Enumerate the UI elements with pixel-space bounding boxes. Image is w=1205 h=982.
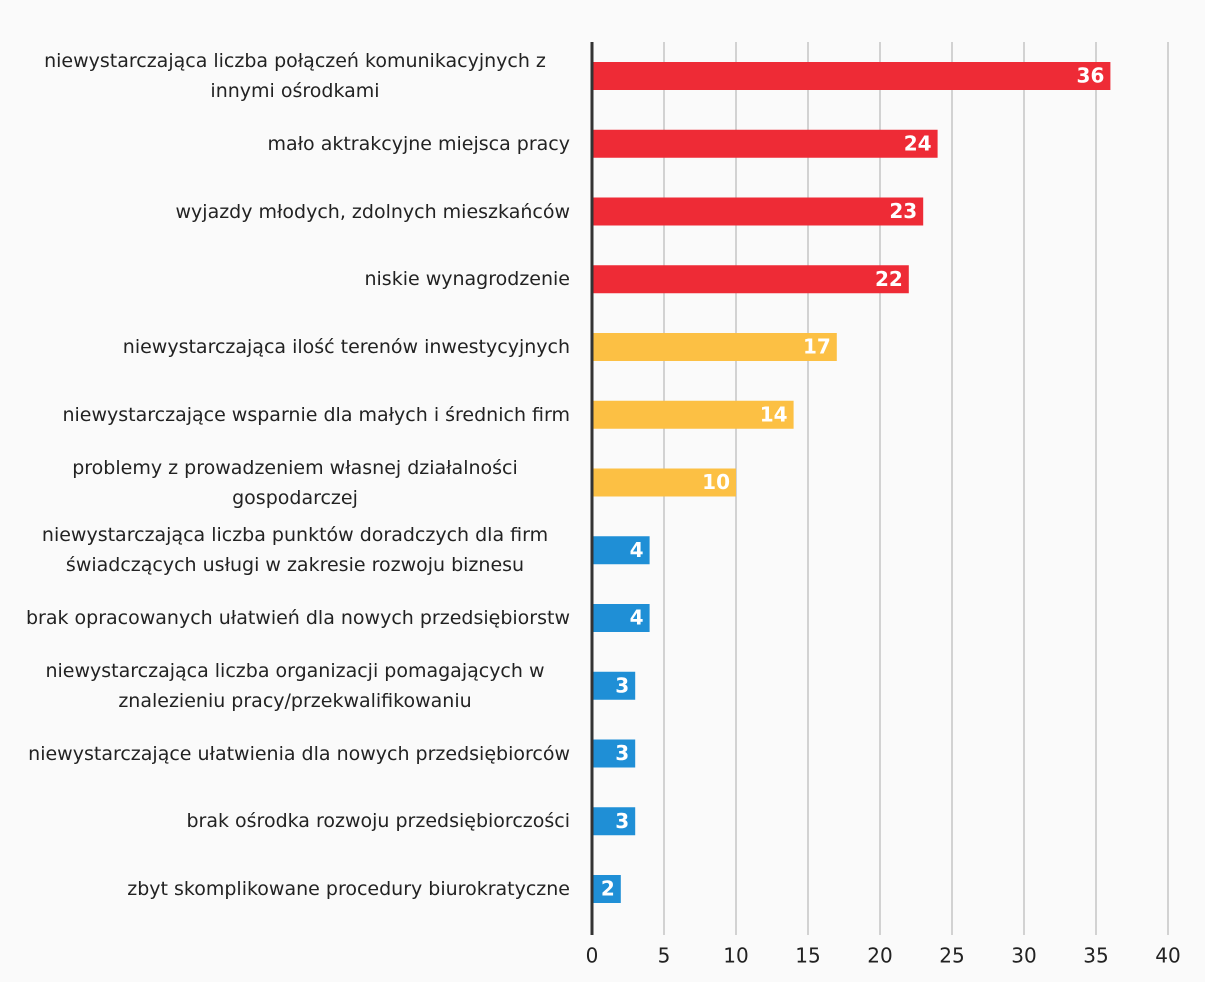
category-label-box: niewystarczająca liczba połączeń komunik… [20,43,570,109]
value-label: 2 [601,877,615,901]
value-label: 3 [615,809,629,833]
category-label: niewystarczająca liczba organizacji poma… [45,659,545,712]
value-label: 23 [889,199,917,223]
x-tick-label: 25 [939,944,964,968]
category-label-box: niewystarczające wsparnie dla małych i ś… [20,382,570,448]
bar [592,62,1111,90]
category-label: wyjazdy młodych, zdolnych mieszkańców [175,200,571,223]
value-label: 14 [760,402,788,426]
x-tick-label: 15 [795,944,820,968]
bar [592,265,909,294]
category-label: niskie wynagrodzenie [364,268,570,291]
x-tick-label: 5 [658,944,671,968]
x-tick-label: 40 [1155,944,1180,968]
value-label: 10 [702,470,730,494]
category-label-box: mało aktrakcyjne miejsca pracy [20,111,571,177]
category-label-box: wyjazdy młodych, zdolnych mieszkańców [20,179,571,245]
value-label: 4 [630,538,644,562]
category-label-box: niewystarczająca liczba punktów doradczy… [20,517,570,583]
bar [592,197,924,226]
category-label: niewystarczające ułatwienia dla nowych p… [28,742,570,765]
x-tick-label: 10 [723,944,748,968]
bar [592,400,794,429]
bar [592,129,938,158]
category-label: mało aktrakcyjne miejsca pracy [267,132,571,155]
x-tick-label: 0 [586,944,599,968]
category-label-box: brak ośrodka rozwoju przedsiębiorczości [20,788,570,854]
category-label-box: niskie wynagrodzenie [20,246,570,312]
bar [592,739,636,768]
x-tick-label: 20 [867,944,892,968]
x-tick-label: 30 [1011,944,1036,968]
value-label: 3 [615,673,629,697]
bar [592,536,650,565]
bar [592,468,736,497]
value-label: 22 [875,267,903,291]
bar [592,807,636,836]
value-label: 24 [904,131,932,155]
bar [592,604,650,632]
x-tick-label: 35 [1083,944,1108,968]
category-label-box: zbyt skomplikowane procedury biurokratyc… [20,856,570,922]
category-label: niewystarczająca liczba punktów doradczy… [41,524,549,577]
category-label: niewystarczająca ilość terenów inwestycy… [122,336,570,358]
value-label: 3 [615,741,629,765]
category-label: niewystarczające wsparnie dla małych i ś… [62,403,570,426]
category-label: brak ośrodka rozwoju przedsiębiorczości [186,810,570,833]
category-label-box: problemy z prowadzeniem własnej działaln… [20,450,570,516]
category-label: niewystarczająca liczba połączeń komunik… [44,50,546,102]
category-label-box: niewystarczająca liczba organizacji poma… [20,653,570,719]
category-label: zbyt skomplikowane procedury biurokratyc… [127,878,570,900]
category-label: brak opracowanych ułatwień dla nowych pr… [25,607,570,629]
bar [592,671,636,700]
bar [592,333,837,361]
bar [592,875,621,903]
value-label: 4 [630,606,644,630]
category-label-box: brak opracowanych ułatwień dla nowych pr… [20,585,570,651]
category-label-box: niewystarczające ułatwienia dla nowych p… [20,721,570,787]
category-label: problemy z prowadzeniem własnej działaln… [72,456,518,509]
value-label: 17 [803,335,831,359]
category-label-box: niewystarczająca ilość terenów inwestycy… [20,314,570,380]
value-label: 36 [1077,64,1105,88]
